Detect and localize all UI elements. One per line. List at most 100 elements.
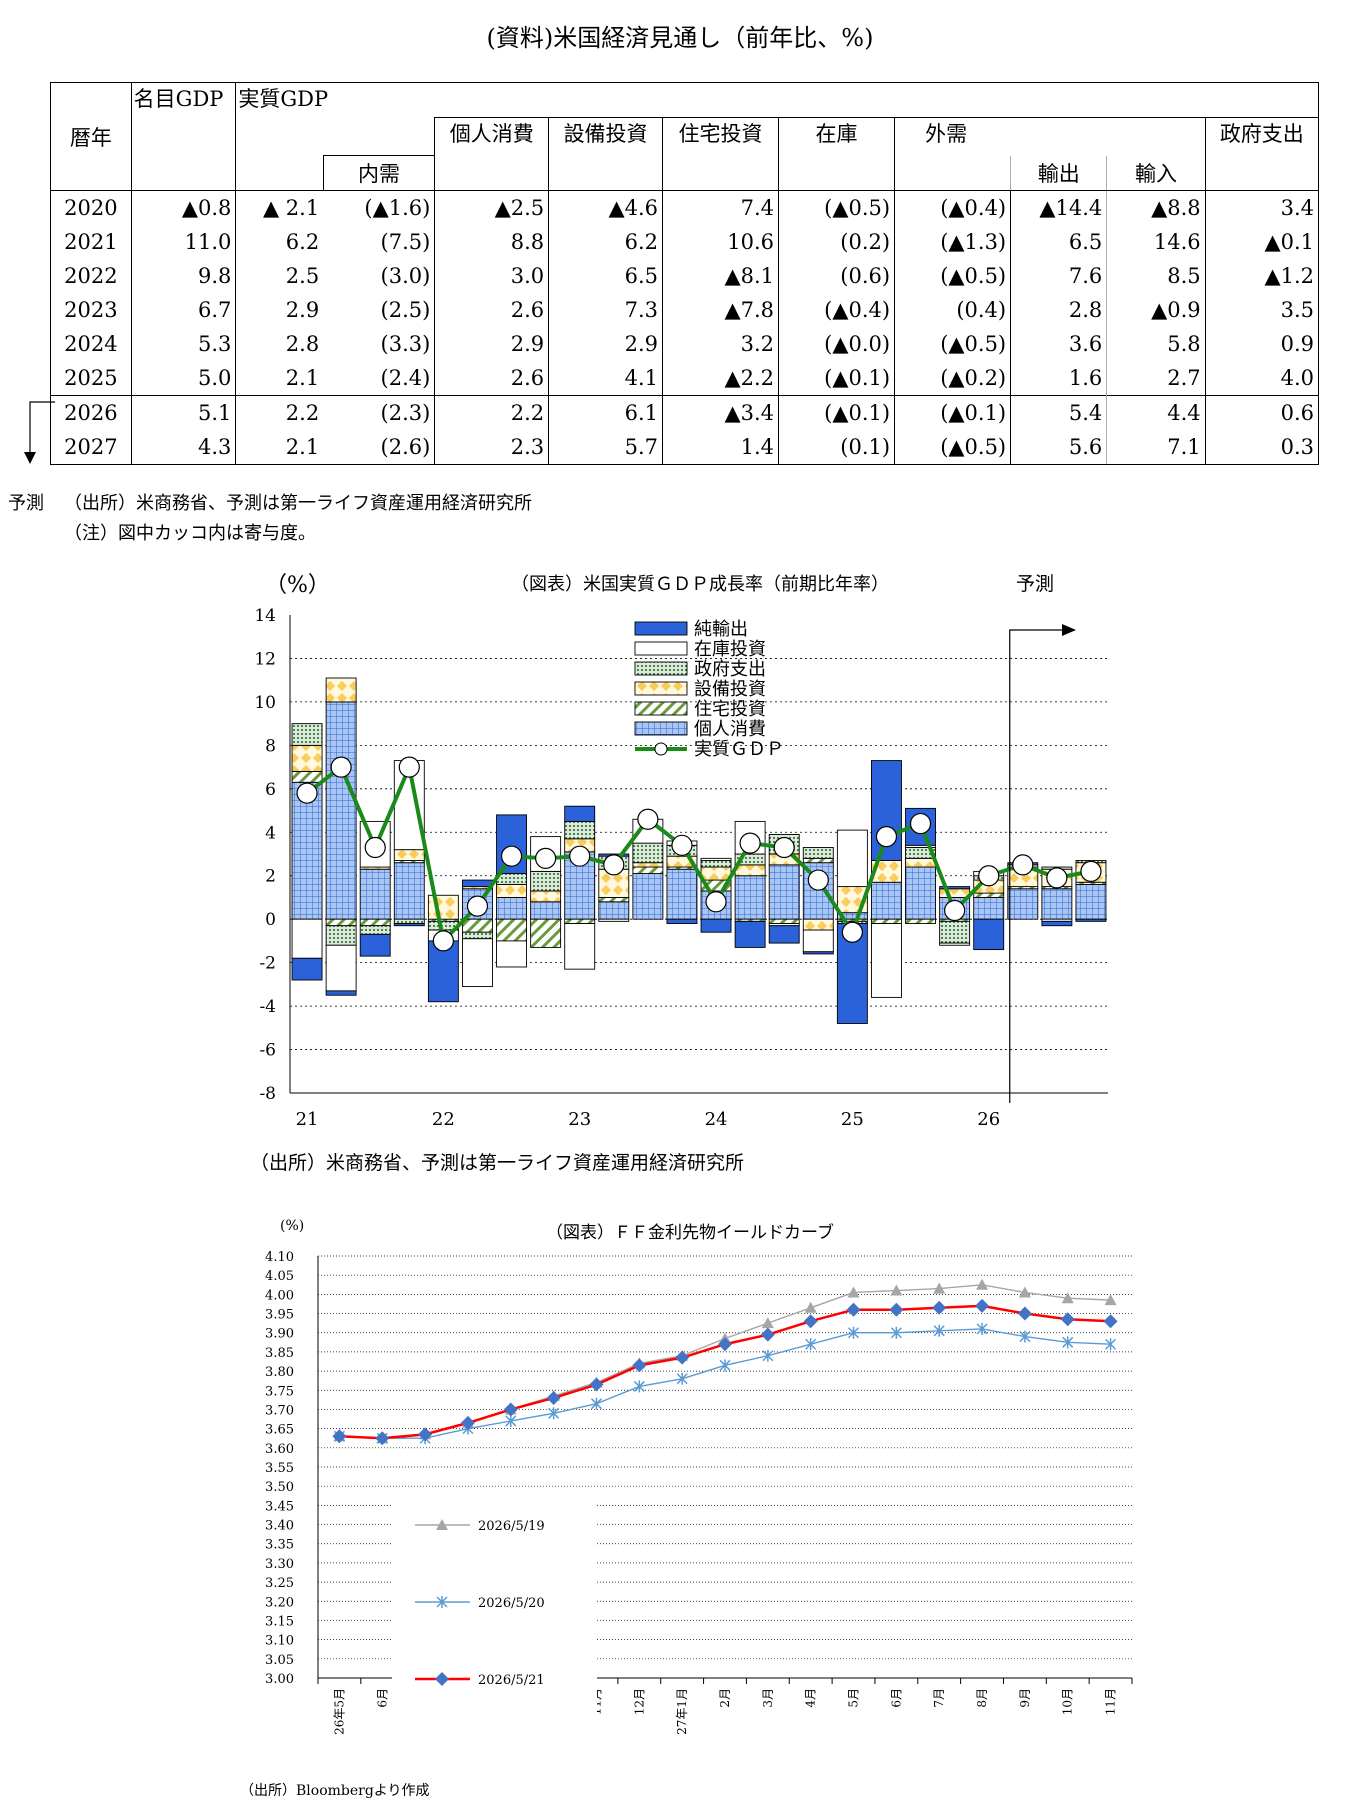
gdp-bar-segment <box>564 851 596 920</box>
gdp-ytick-label: 0 <box>265 910 276 930</box>
gdp-bar-segment <box>1041 920 1073 927</box>
outlook-table: 暦年 名目GDP 実質GDP 個人消費 設備投資 住宅投資 在庫 外需 政府支出… <box>50 82 1320 465</box>
ff-marker <box>976 1278 989 1290</box>
value-cell: ▲1.2 <box>1205 259 1320 293</box>
value-cell: 10.6 <box>662 225 780 259</box>
ff-marker <box>675 1350 690 1365</box>
header-year: 暦年 <box>50 82 132 191</box>
gdp-point <box>637 808 659 830</box>
gdp-bar-segment <box>325 944 357 992</box>
value-cell: ▲8.1 <box>662 259 780 293</box>
ff-marker <box>676 1372 688 1385</box>
table-row: 2024 5.3 2.8 (3.3) 2.9 2.9 3.2 (▲0.0) (▲0.5) 3.6 5… <box>50 327 1320 361</box>
ff-marker <box>546 1390 561 1405</box>
gdp-bar-segment <box>1041 888 1073 920</box>
value-cell: 7.1 <box>1106 430 1206 465</box>
gdp-bar-segment <box>939 888 971 898</box>
gdp-bar-segment <box>291 957 323 981</box>
gdp-bar-segment <box>700 918 732 933</box>
value-cell: (2.5) <box>323 293 436 327</box>
gdp-ytick-label: -2 <box>259 954 276 974</box>
gdp-point <box>978 865 1000 887</box>
gdp-bar-segment <box>632 842 664 864</box>
ff-ytick-label: 3.40 <box>265 1519 294 1534</box>
year-cell: 2025 <box>50 361 132 396</box>
gdp-bar-segment <box>973 918 1005 951</box>
ff-ylabel: (%) <box>280 1218 304 1234</box>
value-cell: 2.9 <box>285 298 320 322</box>
value-cell: 2.6 <box>434 361 550 396</box>
ff-xtick-label: 11月 <box>1104 1688 1118 1715</box>
header-external: 外需 <box>894 117 1206 156</box>
value-cell: 3.5 <box>1205 293 1320 327</box>
gdp-point <box>1080 860 1102 882</box>
value-cell: 8.5 <box>1106 259 1206 293</box>
ff-xtick-label: 6月 <box>889 1688 903 1708</box>
value-cell: 2.8 <box>285 332 320 356</box>
gdp-xtick-label: 22 <box>432 1109 455 1130</box>
ff-marker <box>933 1324 945 1337</box>
value-cell: 6.5 <box>1010 225 1107 259</box>
header-exports: 輸出 <box>1010 155 1107 191</box>
ff-marker <box>761 1317 774 1329</box>
ff-marker <box>505 1414 517 1427</box>
value-cell: ▲7.8 <box>662 293 780 327</box>
gdp-bar-segment <box>530 901 562 920</box>
gdp-xtick-label: 23 <box>568 1109 591 1130</box>
gdp-bar-segment <box>564 820 596 840</box>
header-consumption: 個人消費 <box>434 117 550 191</box>
table-note: （注）図中カッコ内は寄与度。 <box>64 523 316 544</box>
value-cell: 2.7 <box>1106 361 1206 396</box>
gdp-bar-segment <box>393 918 425 924</box>
gdp-bar-segment <box>496 897 527 920</box>
gdp-bar-segment <box>734 920 766 948</box>
year-cell: 2026 <box>50 395 132 430</box>
gdp-bar-segment <box>666 918 698 924</box>
gdp-legend-label: 住宅投資 <box>694 699 766 720</box>
ff-marker <box>1017 1306 1032 1321</box>
value-cell: (▲0.5) <box>894 430 1012 465</box>
ff-ytick-label: 3.05 <box>265 1653 294 1668</box>
gdp-legend-label: 在庫投資 <box>694 639 766 660</box>
gdp-legend-swatch <box>634 621 688 636</box>
gdp-point <box>603 854 625 876</box>
table-row: 2022 9.8 2.5 (3.0) 3.0 6.5 ▲8.1 (0.6) (▲0.5) 7.6 8… <box>50 259 1320 293</box>
ff-marker <box>846 1302 861 1317</box>
ff-line <box>339 1304 1111 1440</box>
gdp-bar-segment <box>291 918 323 959</box>
table-row: 2027 4.3 2.1 (2.6) 2.3 5.7 1.4 (0.1) (▲0.5) 5.6 7.… <box>50 430 1320 465</box>
value-cell: 2.3 <box>434 430 550 465</box>
gdp-bar-segment <box>734 875 766 920</box>
ff-ytick-label: 3.80 <box>265 1365 294 1380</box>
ff-marker <box>632 1358 647 1373</box>
gdp-bar-segment <box>700 866 732 881</box>
ff-ytick-label: 3.10 <box>265 1634 294 1649</box>
gdp-legend-label: 政府支出 <box>694 659 766 680</box>
gdp-bar-segment <box>359 933 391 957</box>
gdp-bar-segment <box>496 883 527 898</box>
value-cell: 2.9 <box>548 327 663 361</box>
gdp-forecast-arrow-line <box>1009 629 1065 1103</box>
gdp-bar-segment <box>632 866 664 875</box>
gdp-chart-source: （出所）米商務省、予測は第一ライフ資産運用経済研究所 <box>250 1152 745 1174</box>
gdp-bar-segment <box>871 923 902 998</box>
gdp-point <box>364 836 386 859</box>
ff-marker <box>933 1282 946 1294</box>
table-row: 2020 ▲0.8 ▲ 2.1 (▲1.6) ▲2.5 ▲4.6 7.4 (▲0.5) (▲0.… <box>50 190 1320 225</box>
value-cell: (2.6) <box>323 430 436 465</box>
ff-marker <box>460 1415 475 1430</box>
value-cell: 5.7 <box>548 430 663 465</box>
gdp-bar-segment <box>632 873 664 920</box>
ff-xtick-label: 26年5月 <box>332 1688 346 1735</box>
gdp-bar-segment <box>973 892 1005 898</box>
ff-marker <box>1104 1294 1117 1306</box>
gdp-bar-segment <box>462 879 493 888</box>
gdp-bar-segment <box>734 864 766 877</box>
value-cell: 7.3 <box>548 293 663 327</box>
ff-marker <box>590 1397 603 1410</box>
ff-ytick-label: 3.70 <box>265 1403 294 1418</box>
ff-marker <box>889 1302 904 1317</box>
gdp-legend-swatch <box>634 701 688 716</box>
header-nominal-gdp: 名目GDP <box>131 82 237 191</box>
ff-marker <box>1103 1314 1118 1329</box>
